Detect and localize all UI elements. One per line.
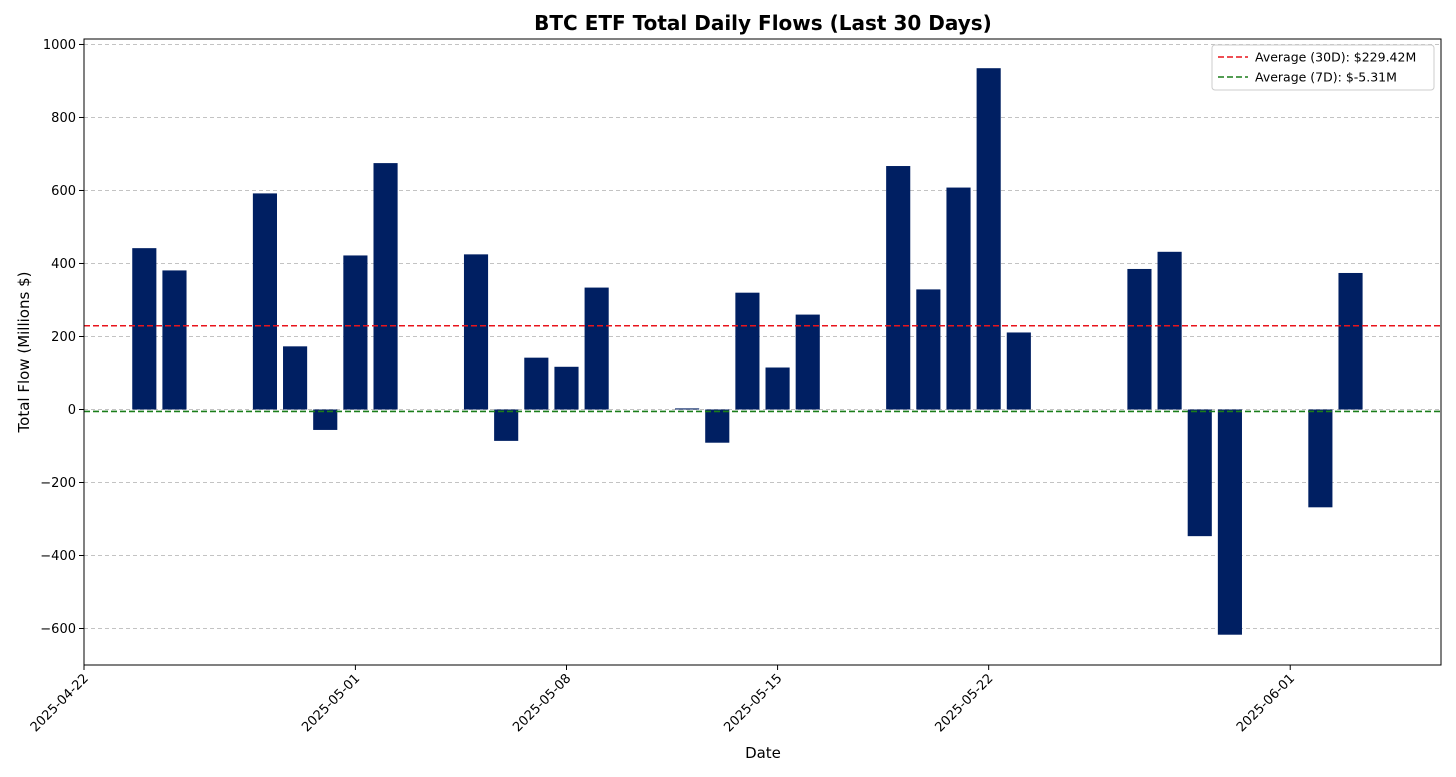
y-tick-label: 400	[51, 257, 76, 272]
x-tick-label: 2025-05-08	[510, 671, 574, 735]
bar	[283, 346, 308, 410]
bar	[162, 270, 187, 410]
y-tick-label: 1000	[43, 38, 76, 53]
legend-label: Average (30D): $229.42M	[1255, 50, 1416, 65]
y-tick-label: −400	[40, 549, 76, 564]
bar	[463, 254, 489, 410]
bar	[976, 68, 1001, 410]
bar	[1127, 268, 1152, 410]
plot-frame	[83, 38, 1442, 666]
y-tick-label: 800	[51, 111, 76, 126]
bar	[946, 187, 971, 410]
bar	[494, 409, 519, 441]
bar	[1308, 409, 1333, 508]
x-tick-label: 2025-04-22	[28, 671, 92, 735]
bar	[343, 255, 368, 410]
reference-lines	[84, 324, 1441, 413]
bar	[373, 163, 398, 410]
bar	[1187, 409, 1212, 537]
bar	[1338, 272, 1363, 410]
legend-box	[1211, 44, 1435, 91]
y-axis: −600 −400 −200 0 200 400 600 800 1000	[40, 38, 84, 637]
bar	[795, 314, 820, 410]
bar	[1006, 332, 1031, 410]
bar	[886, 166, 911, 410]
bar	[554, 366, 579, 410]
bar	[313, 409, 338, 430]
grid	[84, 44, 1441, 629]
y-axis-label: Total Flow (Millions $)	[15, 272, 33, 434]
x-tick-label: 2025-06-01	[1234, 671, 1298, 735]
bar	[765, 367, 790, 410]
bar	[1157, 251, 1182, 410]
y-tick-label: 600	[51, 184, 76, 199]
x-axis-label: Date	[745, 744, 781, 762]
bar	[735, 292, 760, 410]
y-tick-label: 0	[68, 403, 76, 418]
y-tick-label: −200	[40, 476, 76, 491]
bar	[705, 409, 730, 443]
bars	[132, 68, 1363, 635]
bar	[1217, 409, 1242, 635]
x-tick-label: 2025-05-15	[721, 671, 785, 735]
bar	[584, 287, 609, 410]
x-tick-label: 2025-05-22	[932, 671, 996, 735]
bar	[524, 357, 549, 410]
legend: Average (30D): $229.42M Average (7D): $-5…	[1211, 44, 1435, 91]
bar	[132, 248, 157, 410]
bar	[916, 289, 941, 410]
chart-title: BTC ETF Total Daily Flows (Last 30 Days)	[534, 11, 992, 35]
bar	[675, 408, 700, 410]
bar	[252, 193, 277, 410]
x-axis: 2025-04-22 2025-05-01 2025-05-08 2025-05-15…	[28, 665, 1298, 735]
legend-label: Average (7D): $-5.31M	[1255, 70, 1397, 85]
x-tick-label: 2025-05-01	[299, 671, 363, 735]
y-tick-label: 200	[51, 330, 76, 345]
y-tick-label: −600	[40, 622, 76, 637]
